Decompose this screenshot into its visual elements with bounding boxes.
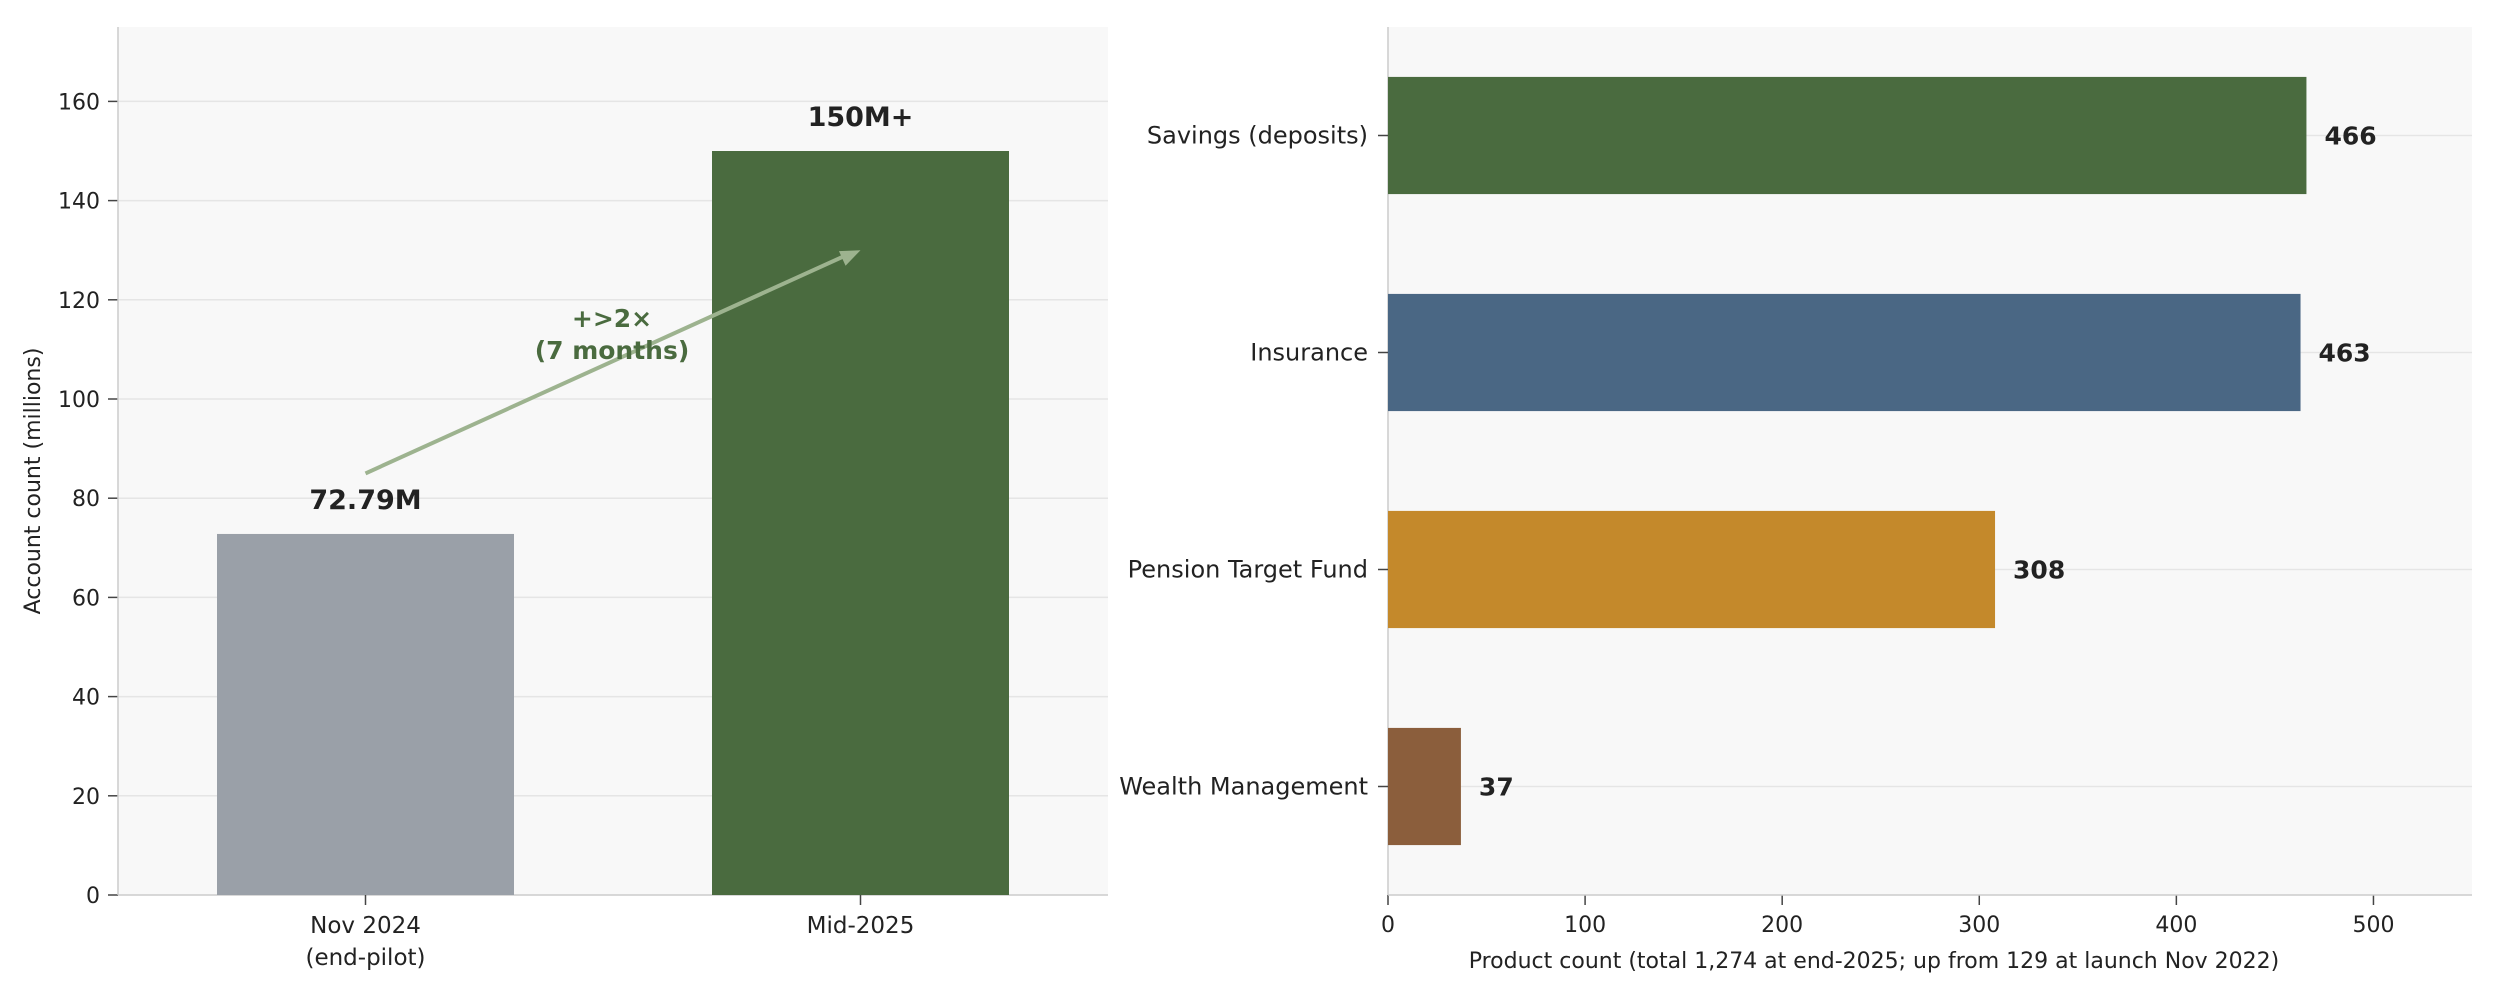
growth-arrowhead [838,250,861,266]
y-axis-title: Account count (millions) [21,348,46,615]
bar [217,533,514,895]
x-tick-label: 300 [1958,913,2000,938]
y-tick-label: Savings (deposits) [1147,122,1368,150]
x-tick-label: 200 [1761,913,1803,938]
y-tick-label: 100 [58,388,100,413]
growth-annotation: +>2× (7 months) [535,304,690,365]
bar-data-label: 308 [2013,556,2065,585]
x-axis-title: Product count (total 1,274 at end-2025; … [1469,949,2280,974]
x-tick-label: Nov 2024 (end-pilot) [305,913,425,971]
y-tick-label: 120 [58,289,100,314]
growth-arrow [364,252,850,476]
bar [1388,76,2307,195]
y-tick-label: 40 [72,686,100,711]
bar-data-label: 72.79M [309,485,421,516]
y-tick-label: Pension Target Fund [1128,556,1368,584]
bar [712,151,1009,895]
y-tick-label: 140 [58,190,100,215]
y-tick-label: 160 [58,90,100,115]
bar-data-label: 466 [2324,122,2376,151]
bar-data-label: 463 [2319,339,2371,368]
x-tick-label: 400 [2155,913,2197,938]
x-tick-label: 500 [2352,913,2394,938]
left-chart: 0 20 40 60 80 100 120 140 160 72.79M Nov 2024 (end-… [21,27,1108,971]
x-tick-label: Mid-2025 [807,913,915,939]
x-tick-label: 100 [1564,913,1606,938]
y-tick-label: 20 [72,785,100,810]
y-tick-label: Insurance [1250,339,1368,367]
y-tick-label: 80 [72,487,100,512]
y-tick-label: Wealth Management [1119,773,1368,801]
bar [1388,727,1461,846]
y-tick-label: 60 [72,586,100,611]
bar-data-label: 150M+ [808,102,914,133]
bar-data-label: 37 [1479,773,1514,802]
right-chart: 0 100 200 300 400 500 466 Savings (deposits) 463… [1119,27,2472,974]
bar [1388,293,2301,412]
bar [1388,510,1996,629]
x-tick-label: 0 [1381,913,1395,938]
y-tick-label: 0 [86,884,100,909]
